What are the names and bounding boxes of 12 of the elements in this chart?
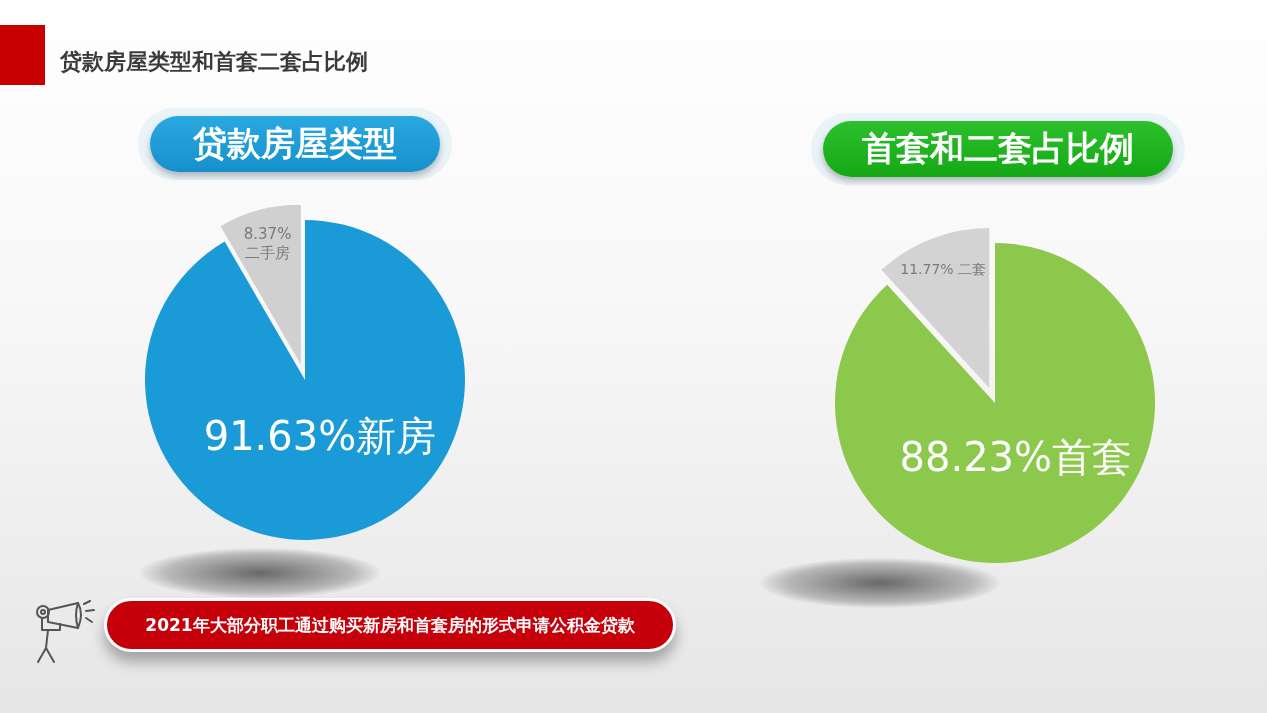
- slice-label: 二套: [957, 260, 986, 277]
- data-label: 91.63%: [203, 412, 357, 459]
- text: 贷款房屋类型和首套二套占比例: [60, 48, 368, 76]
- data-label: 88.23%: [899, 433, 1053, 480]
- slice-label: 二手房: [245, 243, 291, 262]
- slice-label: 首套: [1052, 433, 1133, 480]
- chart-title: 首套和二套占比例: [862, 127, 1134, 170]
- text: 2021年大部分职工通过购买新房和首套房的形式申请公积金贷款: [145, 613, 635, 637]
- data-label: 8.37%: [243, 224, 292, 243]
- data-label: 11.77%: [900, 260, 954, 277]
- chart-title: 贷款房屋类型: [193, 122, 397, 165]
- slice-label: 新房: [356, 412, 437, 459]
